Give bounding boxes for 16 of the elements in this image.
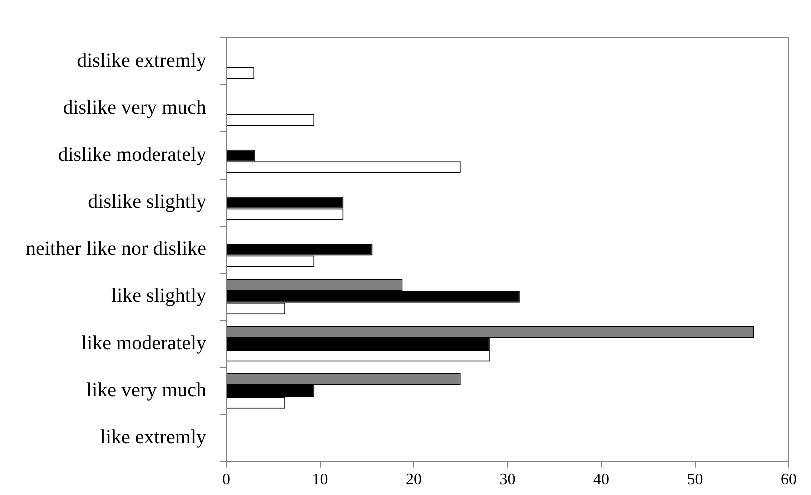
x-tick-label: 50	[687, 472, 704, 489]
x-tick-label: 60	[781, 472, 797, 489]
y-tick-label: like moderately	[82, 332, 207, 354]
y-tick-label: dislike slightly	[88, 191, 207, 214]
x-tick-label: 20	[406, 472, 422, 489]
y-tick-label: dislike moderately	[58, 144, 207, 166]
x-tick-label: 10	[312, 472, 328, 489]
x-tick-label: 0	[222, 472, 231, 489]
x-tick-label: 40	[594, 472, 610, 489]
y-tick-label: dislike very much	[63, 96, 207, 119]
y-tick-label: neither like nor dislike	[26, 238, 207, 260]
y-tick-label: like very much	[86, 379, 207, 402]
x-tick-label: 30	[500, 472, 516, 489]
y-tick-label: like extremly	[100, 426, 207, 449]
y-tick-label: dislike extremly	[77, 50, 207, 72]
y-tick-label: like slightly	[112, 285, 207, 308]
